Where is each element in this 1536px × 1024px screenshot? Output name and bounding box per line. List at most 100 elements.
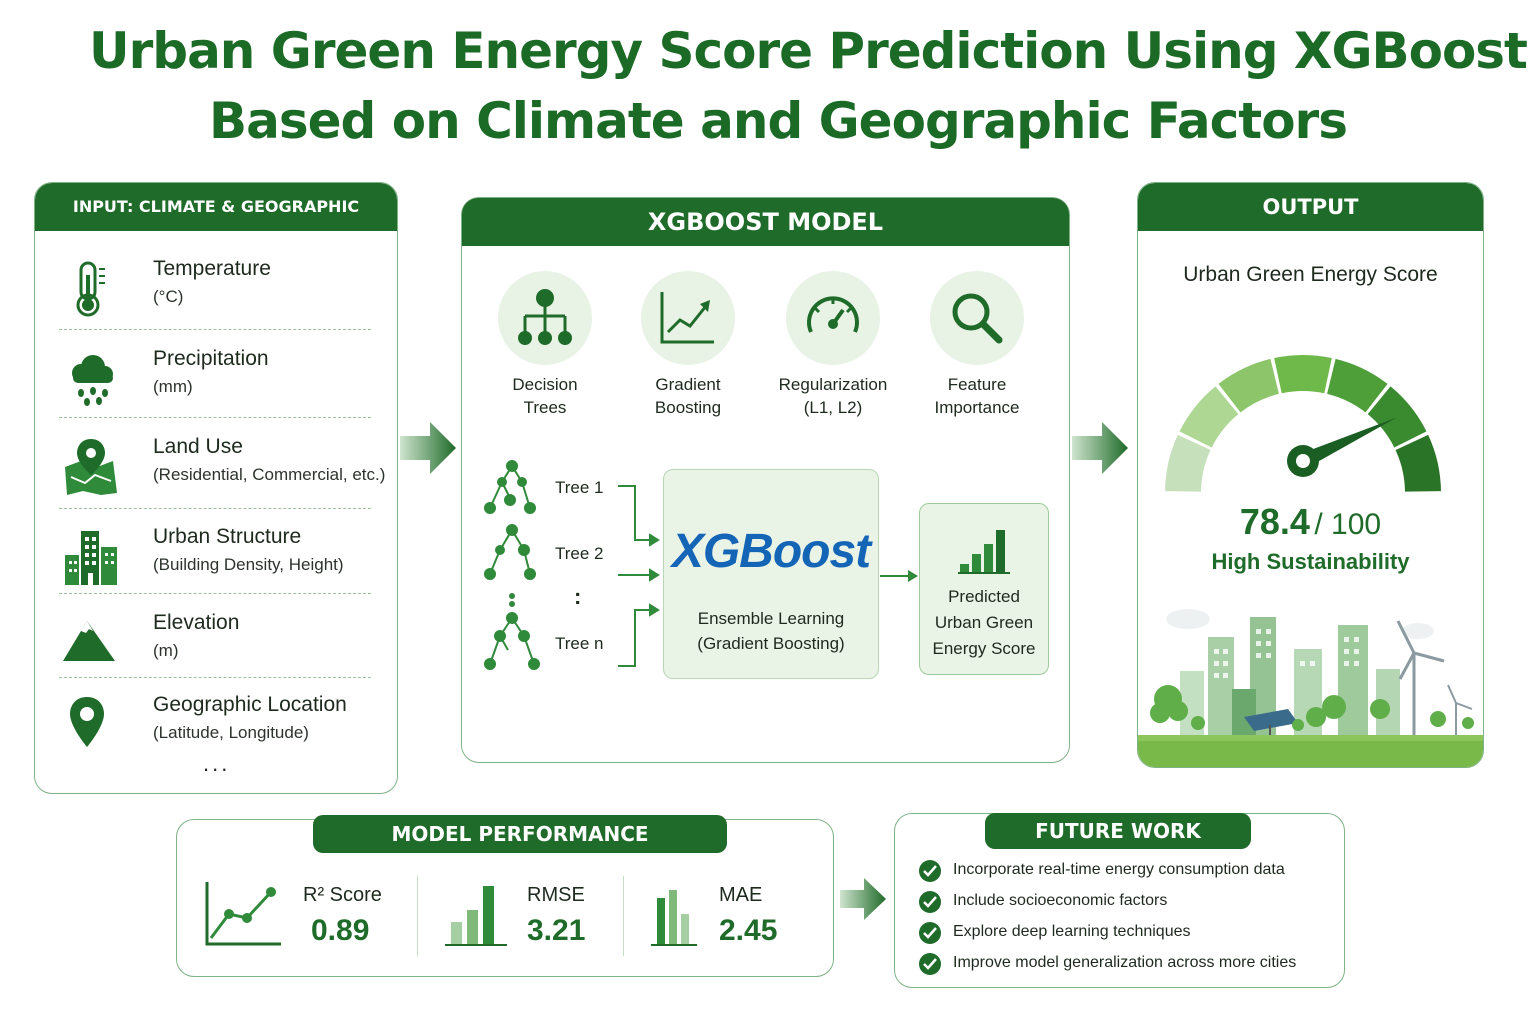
page-title-line-1: Urban Green Energy Score Prediction Usin…	[89, 22, 1528, 80]
divider	[59, 329, 371, 330]
factor-temperature: Temperature (°C)	[57, 253, 377, 333]
factor-unit: (m)	[153, 641, 179, 660]
predicted-score-box: Predicted Urban Green Energy Score	[919, 503, 1049, 675]
future-work-text: Improve model generalization across more…	[953, 954, 1297, 971]
check-circle-icon	[919, 891, 941, 913]
arrow-right-icon	[880, 570, 918, 582]
divider	[59, 508, 371, 509]
predicted-line-2: Urban Green	[934, 613, 1034, 632]
gauge-segment	[1179, 386, 1239, 448]
divider	[417, 876, 418, 956]
ensemble-line-2: (Gradient Boosting)	[697, 634, 845, 653]
feature-label-line1: Regularization	[778, 375, 888, 394]
input-panel-header: INPUT: CLIMATE & GEOGRAPHIC FACTORS	[35, 183, 397, 264]
ensemble-line-1: Ensemble Learning	[697, 609, 845, 628]
check-circle-icon	[919, 860, 941, 882]
factor-unit: (mm)	[153, 377, 193, 396]
future-work-header: FUTURE WORK	[985, 813, 1251, 849]
tree-ellipsis: :	[574, 584, 582, 609]
xgboost-ensemble-box: XGBoost Ensemble Learning (Gradient Boost…	[663, 469, 879, 679]
factor-name: Urban Structure	[153, 525, 302, 548]
model-panel-header: XGBOOST MODEL	[462, 198, 1069, 246]
feature-label-line1: Feature	[947, 375, 1007, 394]
performance-panel: MODEL PERFORMANCE R² Score 0.89 RMSE 3.2…	[176, 815, 834, 977]
rain-cloud-icon	[72, 355, 113, 406]
factor-land-use: Land Use (Residential, Commercial, etc.)	[57, 431, 385, 511]
factor-unit: (°C)	[153, 287, 184, 306]
metric-value: 2.45	[719, 914, 778, 947]
feature-importance: Feature Importance	[912, 271, 1042, 419]
metric-name: MAE	[719, 884, 763, 906]
factor-urban-structure: Urban Structure (Building Density, Heigh…	[57, 521, 377, 601]
feature-decision-trees: Decision Trees	[480, 271, 610, 419]
location-pin-icon	[70, 697, 104, 747]
divider	[59, 677, 371, 678]
check-circle-icon	[919, 922, 941, 944]
feature-regularization: Regularization (L1, L2)	[768, 271, 898, 419]
metric-value: 3.21	[527, 914, 586, 947]
metric-name: R² Score	[303, 884, 382, 906]
mountain-icon	[63, 621, 115, 661]
future-work-text: Include socioeconomic factors	[953, 892, 1168, 909]
factor-name: Elevation	[153, 611, 240, 634]
metric-name: RMSE	[527, 884, 585, 906]
trend-chart-icon	[660, 292, 714, 344]
tree-label: Tree 1	[555, 478, 604, 497]
factor-name: Land Use	[153, 435, 243, 458]
divider	[59, 593, 371, 594]
factor-name: Geographic Location	[153, 693, 347, 716]
tree-label: Tree 2	[555, 544, 604, 563]
factor-unit: (Building Density, Height)	[153, 555, 344, 574]
feature-label-line2: (L1, L2)	[803, 398, 863, 417]
factor-geographic-location: Geographic Location (Latitude, Longitude…	[57, 689, 377, 769]
gauge-needle	[1297, 417, 1397, 468]
output-panel: OUTPUT Urban Green Energy Score 78.4 / 1…	[1137, 182, 1484, 768]
gauge-icon	[807, 296, 859, 333]
factor-elevation: Elevation (m)	[57, 607, 377, 687]
future-work-text: Explore deep learning techniques	[953, 923, 1191, 940]
gauge-segment	[1165, 434, 1211, 492]
gauge-segment	[1327, 358, 1388, 413]
factor-name: Precipitation	[153, 347, 269, 370]
feature-label-line2: Trees	[523, 398, 567, 417]
model-panel: XGBOOST MODEL Decision Trees	[461, 197, 1070, 763]
metric-value: 0.89	[311, 914, 370, 947]
feature-label-line1: Gradient	[655, 375, 721, 394]
factor-precipitation: Precipitation (mm)	[57, 343, 377, 423]
bar-chart-icon	[958, 530, 1010, 574]
feature-label-line2: Boosting	[654, 398, 722, 417]
gauge-segment	[1395, 434, 1441, 492]
score-max: / 100	[1314, 508, 1382, 541]
input-panel: INPUT: CLIMATE & GEOGRAPHIC FACTORS Temp…	[34, 182, 398, 794]
more-factors-ellipsis: ...	[203, 751, 231, 776]
line-chart-icon	[205, 882, 281, 946]
score-label: High Sustainability	[1211, 549, 1410, 574]
score-value: 78.4	[1239, 501, 1310, 542]
divider	[623, 876, 624, 956]
feature-label-line1: Decision	[512, 375, 578, 394]
gauge-hub-center	[1296, 454, 1310, 468]
predicted-line-1: Predicted	[948, 587, 1020, 606]
green-city-illustration	[1138, 609, 1483, 767]
predicted-line-3: Energy Score	[932, 639, 1036, 658]
divider	[59, 417, 371, 418]
factor-name: Temperature	[153, 257, 271, 280]
xgboost-logo: XGBoost	[671, 525, 871, 578]
magnifier-icon	[952, 293, 1003, 344]
tree-ensemble-diagram	[484, 460, 660, 670]
check-circle-icon	[919, 953, 941, 975]
future-work-text: Incorporate real-time energy consumption…	[953, 861, 1285, 878]
factor-unit: (Latitude, Longitude)	[153, 723, 309, 742]
buildings-icon	[65, 531, 117, 585]
arrow-right-icon	[840, 878, 886, 920]
map-pin-icon	[65, 439, 117, 495]
output-panel-header: OUTPUT	[1138, 183, 1483, 231]
bar-chart-icon	[445, 886, 507, 946]
arrow-right-icon	[400, 422, 456, 474]
output-title: Urban Green Energy Score	[1183, 263, 1438, 286]
arrow-right-icon	[1072, 422, 1128, 474]
decision-tree-icon	[518, 289, 572, 345]
performance-panel-header: MODEL PERFORMANCE	[313, 815, 727, 853]
future-work-panel: FUTURE WORK Incorporate real-time energy…	[894, 813, 1345, 988]
page-title-line-2: Based on Climate and Geographic Factors	[209, 92, 1348, 150]
